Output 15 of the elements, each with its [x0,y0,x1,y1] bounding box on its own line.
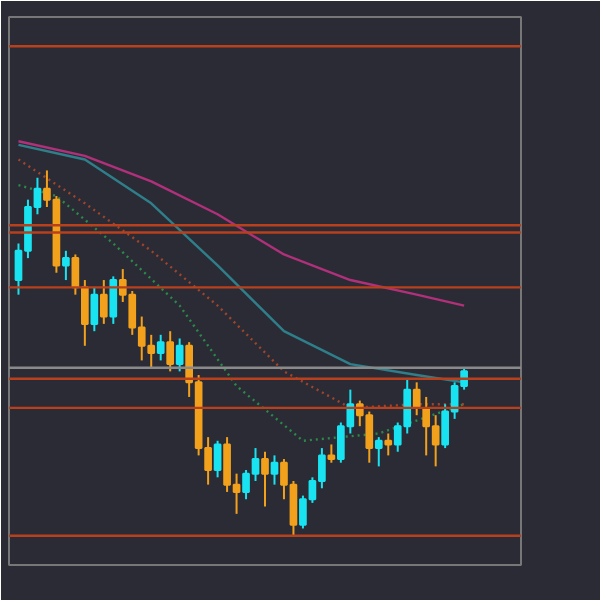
candlestick [62,249,70,282]
candlestick [213,439,222,479]
candlestick [99,279,108,325]
candlestick [384,432,393,457]
candlestick [412,381,421,417]
candlestick [327,443,336,464]
candlestick [109,275,118,325]
candlestick [166,330,175,373]
candlestick [156,333,165,362]
candlestick [270,454,279,486]
candlestick [261,450,269,508]
candlestick [374,436,383,468]
candlestick [90,286,99,333]
candlestick [81,279,89,347]
candlestick [175,337,184,373]
